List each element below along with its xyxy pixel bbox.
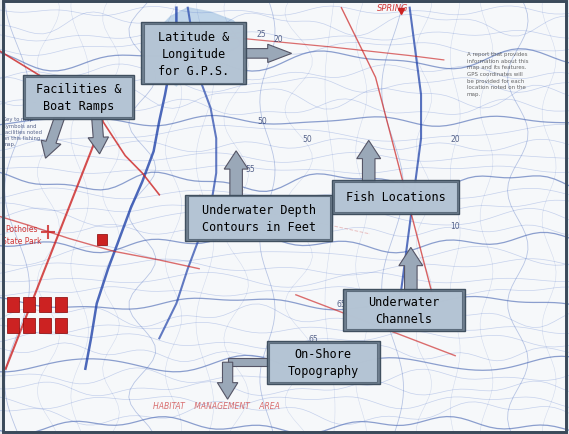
FancyBboxPatch shape [25,78,132,118]
Text: Fish Locations: Fish Locations [345,191,446,204]
Text: 50: 50 [302,135,312,143]
Text: HABITAT    MANAGEMENT    AREA: HABITAT MANAGEMENT AREA [153,401,279,410]
FancyBboxPatch shape [97,234,107,245]
FancyBboxPatch shape [23,76,134,119]
Text: Facilities &
Boat Ramps: Facilities & Boat Ramps [36,83,121,112]
Text: SPRING: SPRING [377,4,409,13]
FancyBboxPatch shape [269,343,377,382]
FancyBboxPatch shape [39,318,51,333]
Polygon shape [88,117,109,155]
FancyBboxPatch shape [3,2,566,432]
FancyBboxPatch shape [332,181,459,214]
Polygon shape [41,117,65,159]
Text: Underwater Depth
Contours in Feet: Underwater Depth Contours in Feet [202,204,316,233]
Text: 20: 20 [451,135,460,143]
Polygon shape [357,141,381,182]
FancyBboxPatch shape [39,297,51,312]
Polygon shape [228,358,269,366]
Text: On-Shore
Topography: On-Shore Topography [287,348,359,377]
Text: 65: 65 [336,299,347,308]
FancyBboxPatch shape [267,341,380,384]
Text: Latitude &
Longitude
for G.P.S.: Latitude & Longitude for G.P.S. [158,31,229,78]
Text: 50: 50 [257,117,267,126]
FancyBboxPatch shape [334,182,456,213]
FancyBboxPatch shape [23,318,35,333]
FancyBboxPatch shape [55,318,67,333]
FancyBboxPatch shape [55,297,67,312]
Text: Key to map
symbols and
facilities noted
on this fishing
map.: Key to map symbols and facilities noted … [3,117,42,147]
Text: Potholes
State Park: Potholes State Park [2,225,42,245]
FancyBboxPatch shape [23,297,35,312]
Text: 25: 25 [257,30,266,39]
FancyBboxPatch shape [343,289,464,331]
Text: 5: 5 [442,187,446,195]
Polygon shape [217,362,238,399]
Polygon shape [154,9,245,61]
FancyBboxPatch shape [188,197,330,240]
Polygon shape [399,248,423,291]
Text: 10: 10 [451,221,460,230]
Text: Underwater
Channels: Underwater Channels [368,296,440,325]
FancyBboxPatch shape [185,195,332,241]
FancyBboxPatch shape [142,23,246,85]
FancyBboxPatch shape [7,318,19,333]
Text: 60: 60 [211,234,221,243]
Text: 20: 20 [274,35,283,43]
FancyBboxPatch shape [144,25,244,83]
Text: A report that provides
information about this
map and its features.
GPS coordina: A report that provides information about… [467,52,528,97]
Polygon shape [244,45,291,63]
FancyBboxPatch shape [7,297,19,312]
Polygon shape [159,22,199,87]
FancyBboxPatch shape [345,291,462,329]
Polygon shape [224,151,248,197]
Text: 55: 55 [245,165,255,174]
Text: 65: 65 [308,334,318,343]
